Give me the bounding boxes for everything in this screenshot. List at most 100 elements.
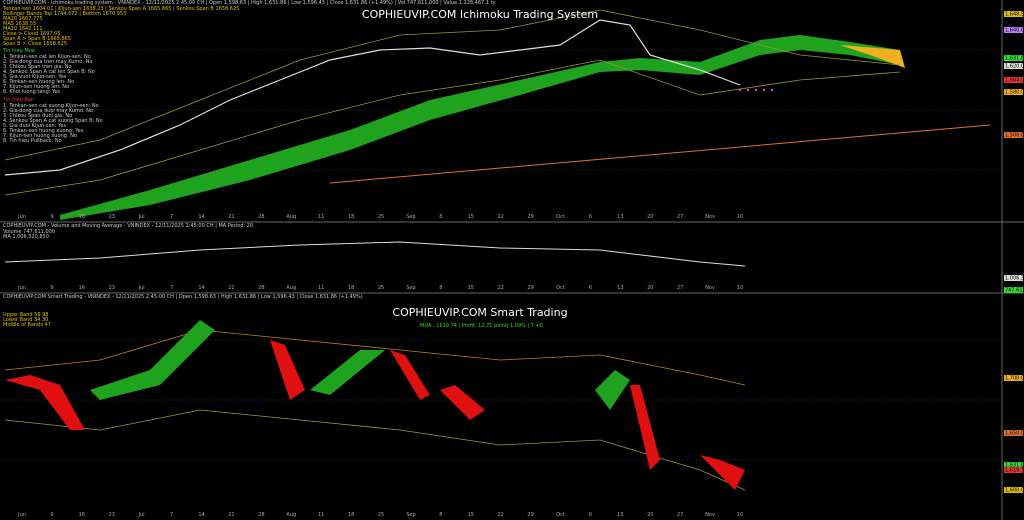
x-axis-label: 9 (50, 214, 53, 220)
sell-signal: 5. Gia duoi Kijun-sen: Yes (3, 123, 66, 129)
price-tag-box (1004, 487, 1023, 493)
buy-signal: 6. Tenkan-sen huong len: No (3, 79, 74, 85)
indicator-line: MA20 1667.775 (3, 16, 43, 22)
smart-green (595, 370, 630, 410)
x-axis-label: 25 (378, 214, 384, 220)
sell-signal: 8. Tin hieu Pullback: No (3, 138, 62, 144)
band-upper (4, 9, 901, 161)
x-axis-label: 14 (198, 214, 204, 220)
price-tag: 1,619.74 (1005, 468, 1024, 474)
x-axis-label: 16 (79, 512, 85, 518)
buy-signal: 7. Kijun-sen huong len: No (3, 84, 69, 90)
x-axis-label: Nov (705, 214, 715, 220)
x-axis-label: 7 (170, 214, 173, 220)
x-axis-label: 20 (647, 214, 653, 220)
sell-signal: 4. Senkou Span A cat xuong Span B: No (3, 118, 103, 124)
indicator-line: MA10 1642.111 (3, 26, 43, 32)
indicator-line: Close > Cloud 1697.05 (3, 31, 61, 37)
price-tag-box (1004, 55, 1023, 61)
price-tag: 1,640.00 (1005, 28, 1024, 34)
x-axis-label: 11 (318, 512, 324, 518)
smart-green (310, 350, 385, 395)
x-axis-label: 23 (109, 512, 115, 518)
x-axis-label: Jul (138, 285, 145, 291)
indicator-line: MA5 1638.55 (3, 21, 36, 27)
smart-red (5, 375, 85, 430)
x-axis-label: 22 (497, 285, 503, 291)
x-axis-label: Sep (406, 214, 415, 220)
x-axis-label: 28 (258, 285, 264, 291)
buy-signal: 1. Tenkan-sen cat len Kijun-sen: No (3, 54, 91, 60)
x-axis-label: Nov (705, 285, 715, 291)
buy-signal: 4. Senkou Span A cat len Span B: No (3, 69, 95, 75)
x-axis-label: Jul (138, 214, 145, 220)
x-axis-label: 10 (737, 214, 743, 220)
x-axis-label: 16 (79, 214, 85, 220)
x-axis-label: 8 (439, 285, 442, 291)
smart-upper (4, 329, 746, 386)
price-tag-box (1004, 77, 1023, 83)
x-axis-label: Aug (286, 512, 296, 518)
price-tag-box (1004, 467, 1023, 473)
smart-red (700, 455, 745, 490)
x-axis-label: 6 (589, 512, 592, 518)
x-axis-label: 14 (198, 512, 204, 518)
x-axis-label: 18 (348, 285, 354, 291)
x-axis-label: Sep (406, 285, 415, 291)
buy-signal: 2. Gia dong cua tren may Kumo: No (3, 59, 92, 65)
list-heading: Tin hieu Mua (2, 48, 35, 54)
smart-red (630, 385, 660, 470)
x-axis-label: 23 (109, 214, 115, 220)
smart-red (390, 350, 430, 400)
price-tag-box (1004, 132, 1023, 138)
x-axis-label: 18 (348, 214, 354, 220)
panel-header: COPHIEUVIP.COM - Volume and Moving Avera… (3, 223, 253, 229)
x-axis-label: 10 (737, 285, 743, 291)
band-lower (4, 59, 901, 196)
x-axis-label: 15 (468, 285, 474, 291)
indicator-line: Tenkan-sen 1604.01 | Kijun-sen 1638.23 |… (2, 6, 239, 12)
x-axis-label: Jun (17, 285, 26, 291)
x-axis-label: 27 (677, 285, 683, 291)
x-axis-label: 11 (318, 214, 324, 220)
smart-red (440, 385, 485, 420)
x-axis-label: 13 (617, 285, 623, 291)
x-axis-label: 16 (79, 285, 85, 291)
price-tag-box (1004, 63, 1023, 69)
indicator-line: Bollinger Bands Top 1744.672 | Bottom 16… (3, 11, 126, 17)
price-tag: 1,500.00 (1005, 133, 1024, 139)
panel-header: COPHIEUVIP.COM - Ichimoku trading system… (3, 0, 496, 6)
price-tag: 1,650.00 (1005, 431, 1024, 437)
buy-signal: 3. Chikou Span tren gia: No (3, 64, 72, 70)
price-tag-box (1004, 430, 1023, 436)
x-axis-label: 29 (527, 285, 533, 291)
volume-ma (4, 241, 746, 267)
sell-signal: 2. Gia dong cua duoi may Kumo: No (3, 108, 93, 114)
volume-line: MA 1,006,320,850 (3, 234, 49, 240)
smart-legend: Upper Band 59.98 (3, 312, 48, 318)
x-axis-label: 21 (228, 285, 234, 291)
sell-signal: 6. Tenkan-sen huong xuong: Yes (3, 128, 84, 134)
x-axis-label: 27 (677, 512, 683, 518)
price-tag: 1,600.00 (1005, 488, 1024, 494)
x-axis-label: 22 (497, 512, 503, 518)
price-tag-box (1004, 275, 1023, 281)
x-axis-label: 7 (170, 512, 173, 518)
price-tag-box (1004, 375, 1023, 381)
texts: COPHIEUVIP.COM - Ichimoku trading system… (3, 0, 598, 329)
signal-text: MUA : 1619.74 | Profit: 12.71 point| 1.0… (420, 323, 543, 329)
sell-signal: 1. Tenkan-sen cat xuong Kijun-sen: No (3, 103, 99, 109)
x-axis-label: 20 (647, 512, 653, 518)
x-axis-label: 13 (617, 512, 623, 518)
list-heading: Tin hieu Ban (2, 97, 34, 103)
price-tag: 1,006.32 (1005, 276, 1024, 282)
price-tag-box (1004, 11, 1023, 17)
price-tag-box (1004, 462, 1023, 468)
buy-signal: 8. Khoi luong tang: Yes (3, 89, 61, 95)
price-tag: 1,648.50 (1005, 12, 1024, 18)
price-tag: 1,620.00 (1005, 64, 1024, 70)
x-axis-label: Oct (556, 214, 565, 220)
x-axis-label: Jun (17, 512, 26, 518)
x-axis-label: 9 (50, 512, 53, 518)
x-axis-label: 8 (439, 214, 442, 220)
